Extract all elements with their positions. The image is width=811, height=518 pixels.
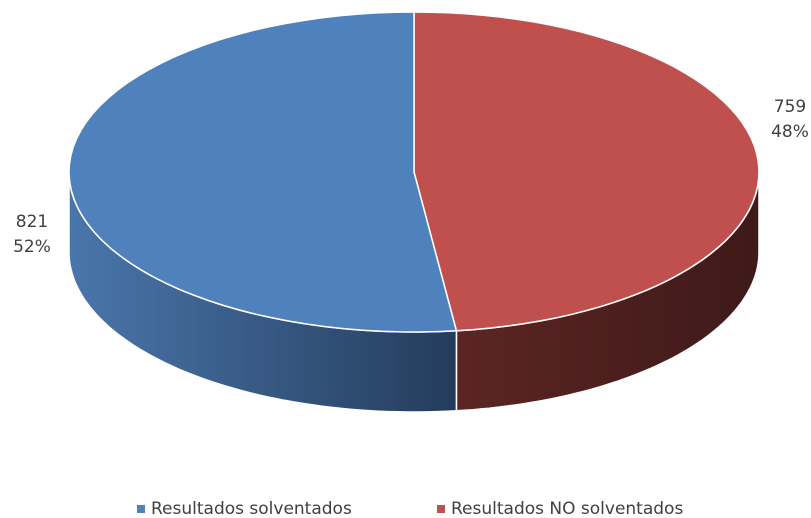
slice	[413, 11, 760, 332]
data-label: 821	[16, 212, 48, 232]
slice	[68, 11, 458, 333]
legend-swatch	[137, 505, 145, 513]
percent-label: 52%	[13, 237, 51, 257]
percent-label: 48%	[771, 122, 809, 142]
legend-label: Resultados NO solventados	[451, 499, 683, 518]
data-label: 759	[774, 97, 806, 117]
legend-label: Resultados solventados	[151, 499, 352, 518]
legend-swatch	[437, 505, 445, 513]
